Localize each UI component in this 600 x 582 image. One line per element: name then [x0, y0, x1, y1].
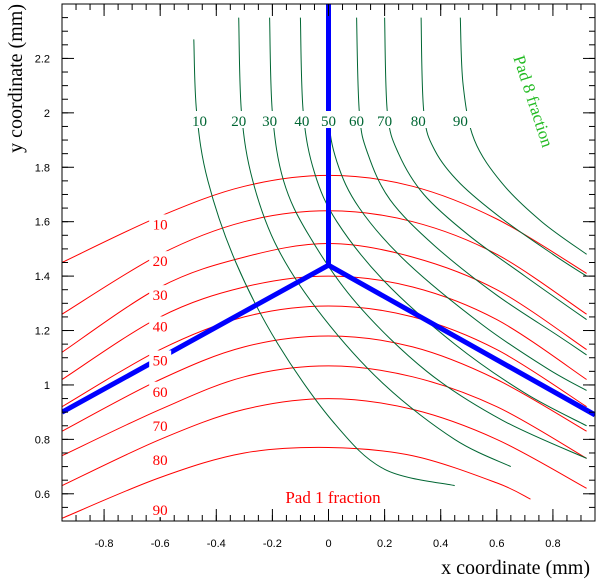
pad8-label-bg-80	[407, 111, 430, 129]
x-tick-label: 0.8	[545, 538, 560, 550]
x-axis-ticks: -0.8 -0.6 -0.4 -0.2 0 0.2 0.4 0.6 0.8	[61, 4, 596, 550]
x-tick-label: 0.6	[489, 538, 504, 550]
pad1-label-bg-70	[149, 415, 172, 433]
x-axis-title: x coordinate (mm)	[441, 557, 590, 579]
pad-boundaries	[62, 4, 595, 418]
pad8-label-40: 40	[294, 114, 309, 130]
pad1-contour-50	[62, 305, 587, 408]
y-tick-label: 1.8	[35, 162, 50, 174]
pad8-label-30: 30	[262, 114, 277, 130]
pad8-label-bg-90	[449, 111, 472, 129]
x-tick-label: -0.6	[151, 538, 170, 550]
x-tick-label: 0	[325, 538, 331, 550]
pad8-label-bg-20	[227, 111, 250, 129]
pad1-contour-70	[62, 365, 587, 459]
pad8-contour-80	[420, 17, 587, 277]
pad1-label-30: 30	[153, 288, 168, 304]
pad8-label-bg-30	[258, 111, 281, 129]
pad1-label-20: 20	[153, 254, 168, 270]
y-tick-label: 1.6	[35, 217, 50, 229]
pad8-contour-90	[459, 17, 587, 255]
pad8-label-bg-50	[317, 111, 340, 129]
x-tick-label: 0.2	[377, 538, 392, 550]
left-boundary	[62, 263, 330, 415]
pad8-label-bg-70	[373, 111, 396, 129]
pad1-fraction-title: Pad 1 fraction	[285, 488, 381, 507]
y-tick-label: 1.2	[35, 326, 50, 338]
pad8-label-60: 60	[349, 114, 364, 130]
pad8-label-bg-40	[290, 111, 313, 129]
pad8-label-90: 90	[453, 114, 468, 130]
y-tick-label: 1	[44, 380, 50, 392]
pad1-label-50: 50	[153, 353, 168, 369]
pad1-label-bg-10	[149, 214, 172, 232]
pad8-label-10: 10	[192, 114, 207, 130]
pad8-label-80: 80	[411, 114, 426, 130]
y-tick-label: 0.8	[35, 434, 50, 446]
pad1-label-bg-40	[149, 316, 172, 334]
pad8-label-20: 20	[231, 114, 246, 130]
pad1-label-10: 10	[153, 217, 168, 233]
pad1-label-bg-90	[149, 500, 172, 518]
x-tick-label: -0.2	[263, 538, 282, 550]
pad1-label-bg-20	[149, 251, 172, 269]
right-boundary	[327, 263, 595, 418]
pad8-label-70: 70	[377, 114, 392, 130]
y-tick-label: 2.2	[35, 53, 50, 65]
pad1-label-bg-60	[149, 381, 172, 399]
y-tick-label: 1.4	[35, 271, 50, 283]
pad1-label-bg-80	[149, 449, 172, 467]
y-axis-title: y coordinate (mm)	[5, 4, 27, 153]
pad1-contour-90	[62, 446, 531, 519]
pad8-label-bg-60	[345, 111, 368, 129]
pad1-contour-60	[62, 335, 587, 432]
pad8-label-50: 50	[321, 114, 336, 130]
pad1-label-70: 70	[153, 419, 168, 435]
x-tick-label: 0.4	[433, 538, 448, 550]
y-tick-label: 0.6	[35, 489, 50, 501]
pad1-label-40: 40	[153, 319, 168, 335]
y-axis-ticks: 0.6 0.8 1 1.2 1.4 1.6 1.8 2 2.2	[35, 3, 595, 522]
pad1-label-90: 90	[153, 503, 168, 519]
pad1-label-60: 60	[153, 385, 168, 401]
x-tick-label: -0.4	[207, 538, 226, 550]
pad1-label-80: 80	[153, 453, 168, 469]
y-tick-label: 2	[44, 108, 50, 120]
x-tick-label: -0.8	[95, 538, 114, 550]
pad1-label-bg-50	[149, 350, 172, 368]
pad8-contour-70	[384, 17, 587, 321]
pad1-contour-80	[62, 398, 587, 489]
pad1-label-bg-30	[149, 285, 172, 303]
contour-labels: 10 20 30 40 50 60 70 80 90 10 20 30 40 50 60 70 80 90	[149, 111, 472, 519]
pad8-label-bg-10	[188, 111, 211, 129]
